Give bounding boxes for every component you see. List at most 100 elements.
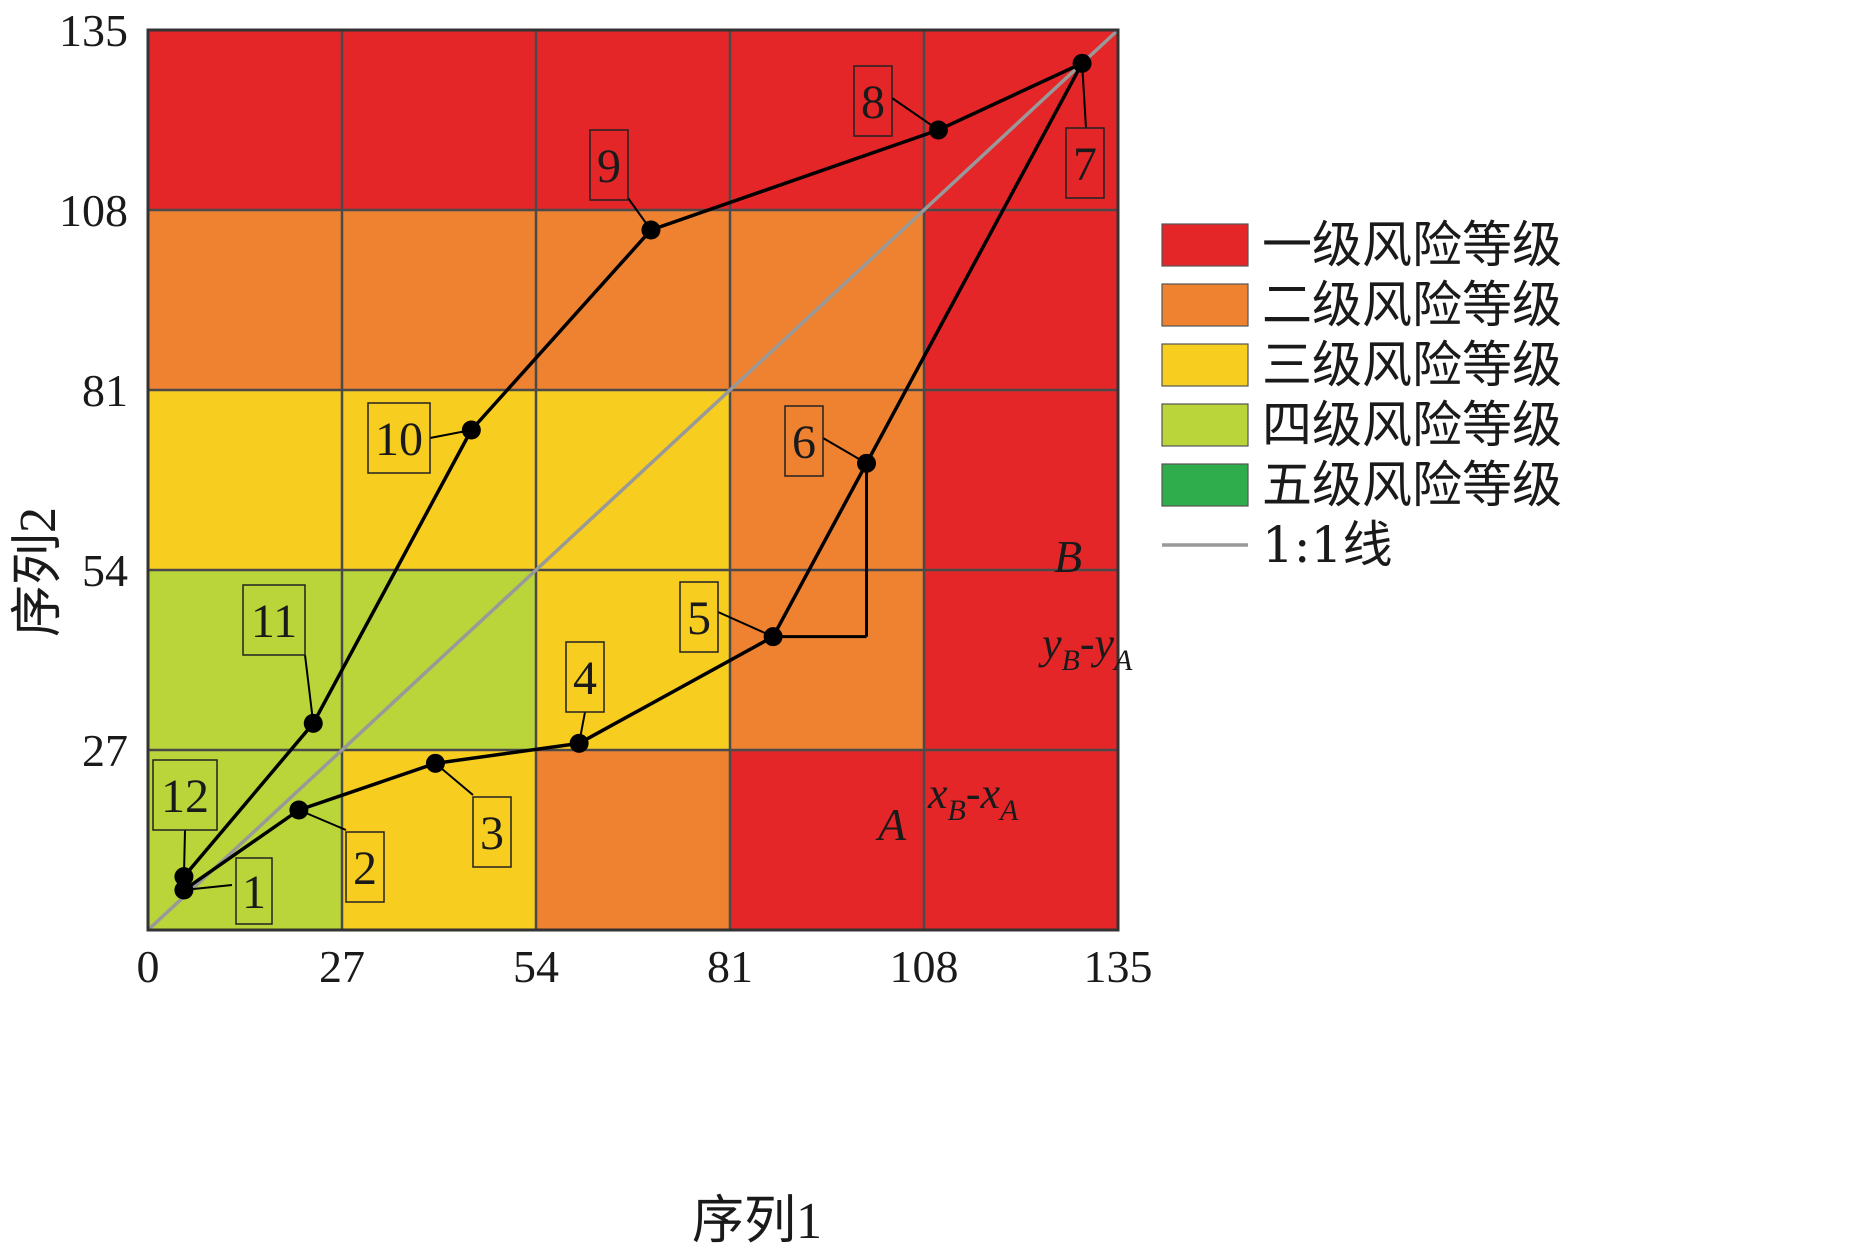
zone-level2-r3-c1 xyxy=(342,210,536,390)
x-tick-label-54: 54 xyxy=(513,941,559,992)
legend-swatch-5 xyxy=(1161,463,1249,507)
x-tick-label-108: 108 xyxy=(890,941,959,992)
zone-level3-r2-c1 xyxy=(342,390,536,570)
dy-var: y xyxy=(1038,619,1062,668)
dimension-lines xyxy=(773,463,869,639)
x-tick-label-27: 27 xyxy=(319,941,365,992)
dx-annotation: xB-xA xyxy=(927,769,1019,827)
callout-box-10 xyxy=(367,402,431,474)
zone-level1-r0-c3 xyxy=(730,750,924,930)
dx-dash: - xyxy=(966,769,981,818)
zone-level1-r1-c4 xyxy=(924,570,1118,750)
data-points xyxy=(174,53,1092,900)
legend-label-5: 五级风险等级 xyxy=(1262,456,1562,514)
zone-level1-r4-c3 xyxy=(730,30,924,210)
dy-dash: - xyxy=(1080,619,1095,668)
zone-level2-r3-c0 xyxy=(148,210,342,390)
data-point-4 xyxy=(569,733,589,753)
callout-box-4 xyxy=(565,641,605,713)
dy-sub-a: A xyxy=(1112,644,1133,677)
zone-level2-r1-c3 xyxy=(730,570,924,750)
dy-var-2: y xyxy=(1091,619,1115,668)
callout-leader-11 xyxy=(304,654,315,724)
zone-level3-r1-c2 xyxy=(536,570,730,750)
point-label-4: 4 xyxy=(573,652,597,705)
data-point-9 xyxy=(641,220,661,240)
point-a-label: A xyxy=(875,799,907,850)
callout-box-8 xyxy=(853,65,893,137)
data-point-7 xyxy=(1072,53,1092,73)
legend-swatch-2 xyxy=(1161,283,1249,327)
callout-box-2 xyxy=(345,831,385,903)
y-tick-label-108: 108 xyxy=(59,185,128,236)
legend-swatch-3 xyxy=(1161,343,1249,387)
legend-label-2: 二级风险等级 xyxy=(1262,276,1562,334)
zone-level1-r4-c2 xyxy=(536,30,730,210)
zone-level1-r4-c0 xyxy=(148,30,342,210)
point-label-5: 5 xyxy=(687,592,711,645)
data-point-10 xyxy=(461,420,481,440)
data-point-5 xyxy=(763,627,783,647)
dy-annotation: yB-yA xyxy=(1038,619,1133,677)
x-tick-label-135: 135 xyxy=(1084,941,1153,992)
y-tick-label-27: 27 xyxy=(82,725,128,776)
grid-lines xyxy=(148,30,1118,930)
data-point-11 xyxy=(303,713,323,733)
dx-sub-b: B xyxy=(948,794,966,827)
dx-var-2: x xyxy=(980,769,1001,818)
callout-box-11 xyxy=(242,584,306,656)
zone-level2-r2-c3 xyxy=(730,390,924,570)
zone-level2-r0-c2 xyxy=(536,750,730,930)
legend-label-1: 一级风险等级 xyxy=(1262,216,1562,274)
point-label-7: 7 xyxy=(1073,138,1097,191)
callout-box-3 xyxy=(472,796,512,868)
zone-level1-r2-c4 xyxy=(924,390,1118,570)
zone-level1-r4-c1 xyxy=(342,30,536,210)
zone-level1-r0-c4 xyxy=(924,750,1118,930)
legend-label-6: 1:1线 xyxy=(1262,516,1392,574)
dy-sub-b: B xyxy=(1062,644,1080,677)
dx-var: x xyxy=(927,769,948,818)
point-label-8: 8 xyxy=(861,76,885,129)
zone-level3-r0-c1 xyxy=(342,750,536,930)
x-tick-label-81: 81 xyxy=(707,941,753,992)
data-point-12 xyxy=(174,867,194,887)
callout-box-6 xyxy=(784,405,824,477)
legend-label-3: 三级风险等级 xyxy=(1262,336,1562,394)
y-tick-label-54: 54 xyxy=(82,545,128,596)
y-axis-title: 序列2 xyxy=(10,507,67,637)
data-point-1 xyxy=(174,880,194,900)
callout-box-1 xyxy=(235,857,273,925)
data-point-6 xyxy=(857,453,877,473)
point-label-2: 2 xyxy=(353,842,377,895)
point-label-1: 1 xyxy=(242,866,266,919)
point-label-12: 12 xyxy=(161,770,209,823)
legend-swatch-1 xyxy=(1161,223,1249,267)
callout-leader-5 xyxy=(717,611,774,638)
series-line xyxy=(182,61,1084,892)
plot-frame xyxy=(146,28,1120,932)
callout-box-9 xyxy=(589,129,629,201)
point-b-label: B xyxy=(1054,531,1082,582)
point-label-11: 11 xyxy=(251,595,297,648)
legend-label-4: 四级风险等级 xyxy=(1262,396,1562,454)
dx-sub-a: A xyxy=(998,794,1019,827)
point-label-9: 9 xyxy=(597,140,621,193)
data-point-2 xyxy=(289,800,309,820)
x-axis-title: 序列1 xyxy=(692,1193,822,1248)
point-label-6: 6 xyxy=(792,416,816,469)
zone-level3-r2-c0 xyxy=(148,390,342,570)
callout-box-7 xyxy=(1065,127,1105,199)
y-tick-label-81: 81 xyxy=(82,365,128,416)
data-point-8 xyxy=(928,120,948,140)
callout-box-5 xyxy=(679,581,719,653)
reference-line-1-1 xyxy=(146,28,1120,932)
callout-box-12 xyxy=(152,759,218,831)
zone-level2-r3-c2 xyxy=(536,210,730,390)
point-label-10: 10 xyxy=(375,413,423,466)
callout-leader-7 xyxy=(1081,63,1087,129)
